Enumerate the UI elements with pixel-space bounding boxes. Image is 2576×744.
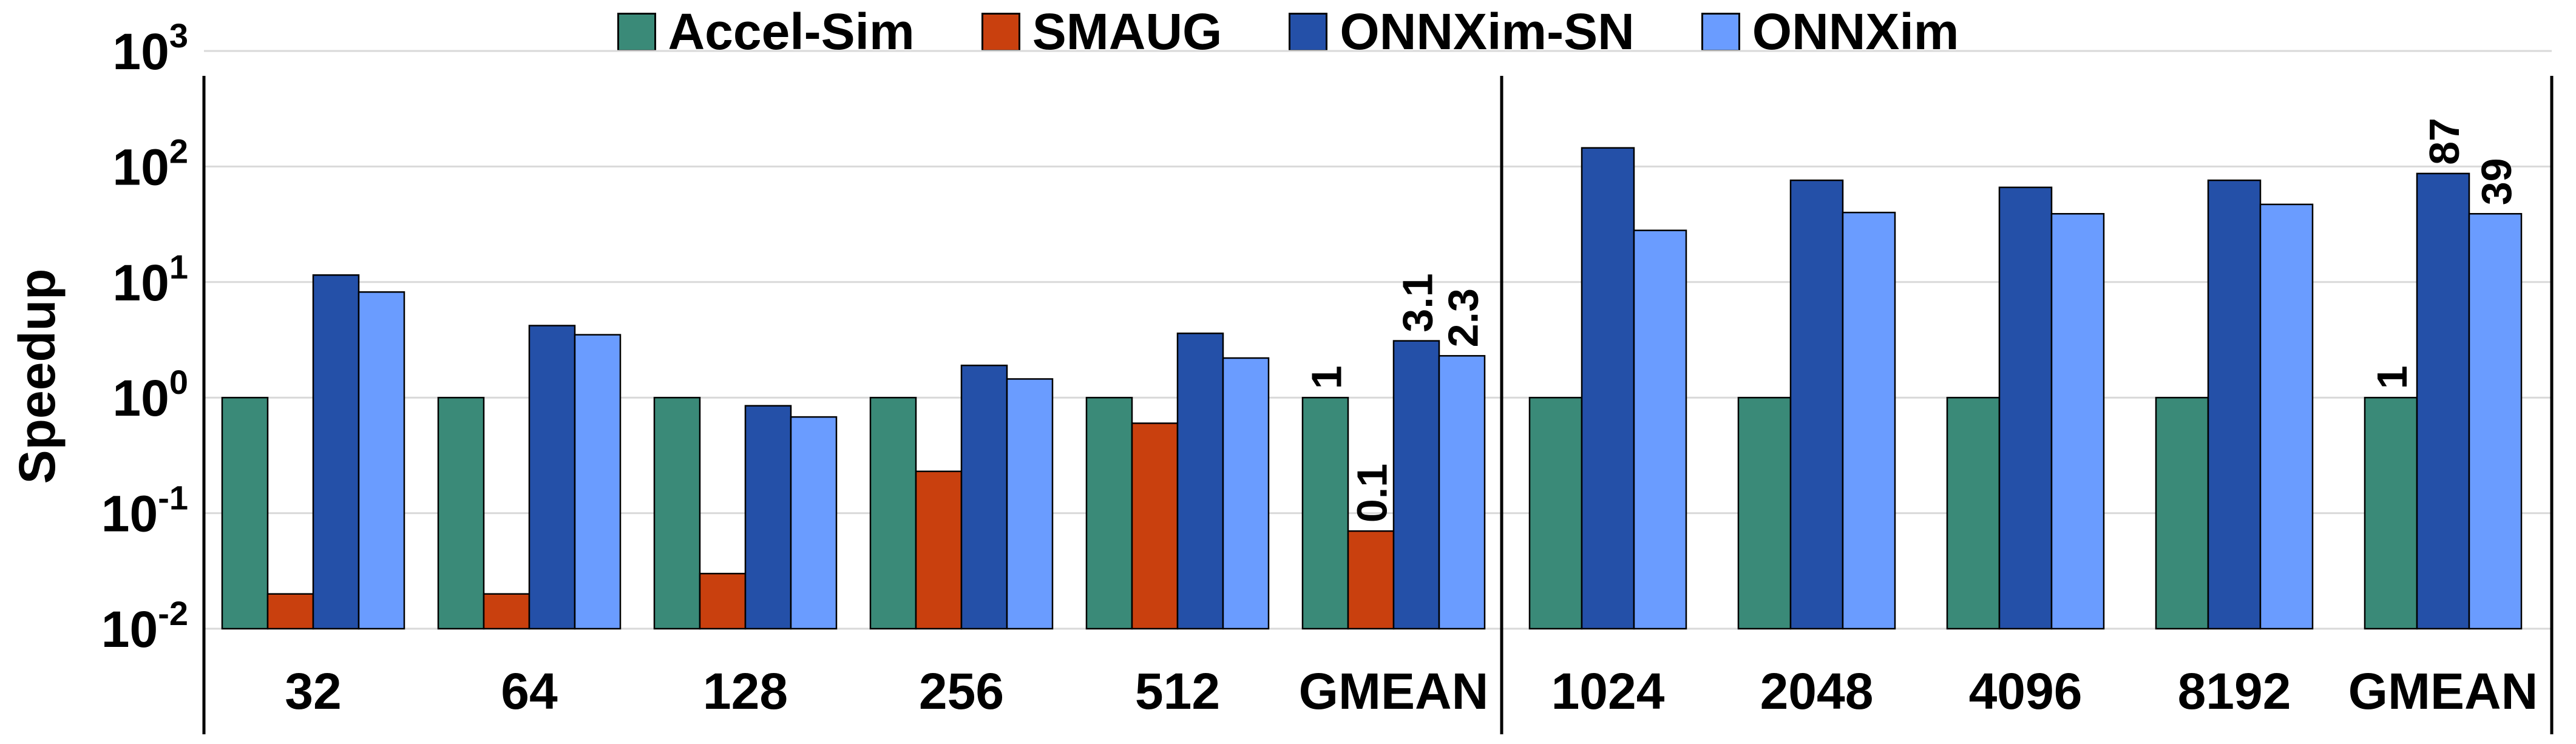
x-tick-label: 64 [501,663,558,720]
y-tick-exponent: 0 [169,363,188,401]
y-tick-exponent: 2 [169,132,188,170]
y-tick-label: 100 [112,363,188,427]
axes [202,76,2554,734]
bar-onnxim-1024 [1633,229,1687,630]
y-tick-label: 101 [112,248,188,311]
bar-smaug-128 [699,572,747,630]
bar-smaug-32 [266,593,314,630]
bar-accel-sim-64 [437,396,485,630]
bar-smaug-512 [1131,422,1179,630]
x-tick-label: GMEAN [1299,663,1489,720]
bar-accel-sim-32 [221,396,269,630]
legend-swatch-onnxim-sn [1289,12,1328,52]
x-tick-label: 1024 [1551,663,1665,720]
y-tick-exponent: -2 [158,594,188,632]
bar-onnxim-sn-2048 [1789,179,1844,630]
data-label: 2.3 [1440,288,1487,347]
bar-smaug-gmean [1347,530,1395,630]
x-tick-label: 128 [703,663,788,720]
bar-onnxim-sn-gmean [2416,172,2470,630]
bar-onnxim-4096 [2050,213,2105,630]
bar-accel-sim-512 [1085,396,1133,630]
bar-accel-sim-4096 [1946,396,2001,630]
bar-onnxim-gmean [1438,355,1486,630]
bar-smaug-64 [483,593,530,630]
bar-onnxim-64 [574,334,622,630]
data-label: 0.1 [1349,464,1396,522]
x-tick-label: GMEAN [2348,663,2538,720]
bar-accel-sim-8192 [2155,396,2209,630]
bar-onnxim-sn-8192 [2207,179,2262,630]
y-axis-title: Speedup [8,269,66,484]
data-label: 1 [1303,365,1351,389]
bar-onnxim-sn-32 [312,274,360,630]
bar-onnxim-sn-64 [528,325,576,630]
y-tick-label: 10-2 [101,594,188,658]
y-tick-label: 10-1 [101,479,188,543]
y-tick-exponent: 3 [169,16,188,55]
bar-accel-sim-gmean [2364,396,2418,630]
x-tick-label: 8192 [2178,663,2291,720]
bar-onnxim-sn-4096 [1998,186,2053,630]
data-label: 1 [2368,365,2416,389]
x-tick-label: 4096 [1969,663,2083,720]
y-tick-label: 102 [112,132,188,195]
bar-onnxim-sn-1024 [1581,147,1635,630]
legend-swatch-accel-sim [617,12,656,52]
y-tick-exponent: -1 [158,479,188,517]
bar-onnxim-sn-256 [960,364,1008,630]
bar-onnxim-512 [1222,357,1270,630]
bar-onnxim-2048 [1842,211,1896,630]
y-tick-base: 10 [112,138,169,195]
x-tick-label: 256 [919,663,1004,720]
bar-onnxim-sn-512 [1176,333,1224,630]
bar-onnxim-sn-gmean [1392,340,1440,630]
x-tick-label: 32 [285,663,341,720]
y-tick-base: 10 [112,370,169,427]
bar-accel-sim-1024 [1528,396,1583,630]
bar-onnxim-32 [358,291,405,630]
bar-accel-sim-256 [869,396,917,630]
y-tick-label: 103 [112,16,188,80]
bar-accel-sim-gmean [1301,396,1349,630]
x-tick-label: 512 [1135,663,1220,720]
y-tick-base: 10 [112,254,169,311]
data-label: 39 [2473,158,2520,205]
x-tick-label: 2048 [1760,663,1874,720]
data-label: 3.1 [1394,273,1442,332]
bar-smaug-256 [915,470,963,630]
y-tick-base: 10 [101,601,158,658]
data-label: 87 [2421,118,2468,165]
bar-onnxim-128 [790,416,838,630]
y-tick-exponent: 1 [169,248,188,286]
bar-onnxim-256 [1006,378,1054,630]
bar-onnxim-gmean [2468,213,2523,630]
bar-onnxim-8192 [2259,203,2314,630]
y-tick-base: 10 [112,23,169,80]
bar-accel-sim-2048 [1737,396,1792,630]
y-tick-base: 10 [101,485,158,543]
legend-swatch-onnxim [1701,12,1740,52]
bar-onnxim-sn-128 [744,405,792,630]
bar-accel-sim-128 [653,396,701,630]
bars [221,147,2523,630]
